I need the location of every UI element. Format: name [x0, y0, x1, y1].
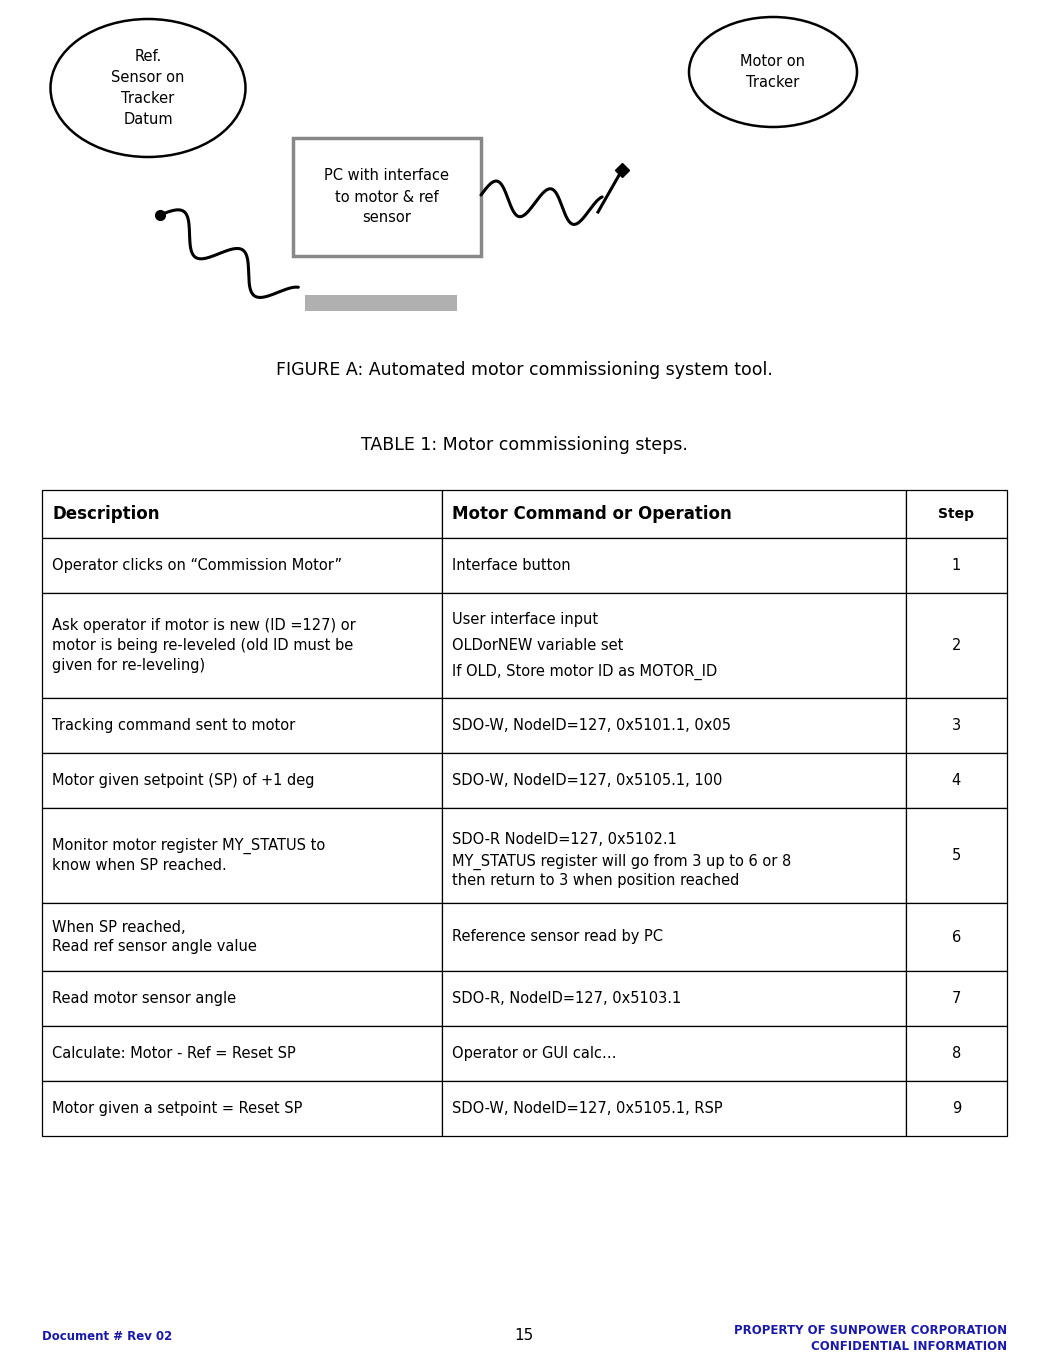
Text: know when SP reached.: know when SP reached. [52, 858, 227, 873]
Text: Tracking command sent to motor: Tracking command sent to motor [52, 718, 295, 733]
Text: 6: 6 [951, 929, 961, 944]
Bar [42, 490, 443, 538]
Bar [42, 971, 443, 1026]
Bar [443, 903, 905, 971]
Bar [443, 1081, 905, 1136]
Text: Document # Rev 02: Document # Rev 02 [42, 1329, 172, 1342]
Text: Monitor motor register MY_STATUS to: Monitor motor register MY_STATUS to [52, 837, 325, 853]
Text: Operator clicks on “Commission Motor”: Operator clicks on “Commission Motor” [52, 558, 342, 573]
Text: 2: 2 [951, 638, 961, 653]
Text: When SP reached,: When SP reached, [52, 919, 186, 934]
Text: Motor on
Tracker: Motor on Tracker [741, 54, 806, 91]
Bar [905, 593, 1007, 698]
Bar [905, 1026, 1007, 1081]
Text: motor is being re-leveled (old ID must be: motor is being re-leveled (old ID must b… [52, 638, 354, 653]
Text: Ask operator if motor is new (ID =127) or: Ask operator if motor is new (ID =127) o… [52, 617, 356, 632]
Text: SDO-W, NodeID=127, 0x5105.1, RSP: SDO-W, NodeID=127, 0x5105.1, RSP [452, 1100, 723, 1115]
Text: 9: 9 [951, 1100, 961, 1115]
Bar [293, 139, 481, 257]
Text: Calculate: Motor - Ref = Reset SP: Calculate: Motor - Ref = Reset SP [52, 1045, 296, 1061]
Bar [905, 490, 1007, 538]
Bar [42, 698, 443, 753]
Text: PC with interface
to motor & ref
sensor: PC with interface to motor & ref sensor [324, 169, 450, 225]
Bar [42, 1081, 443, 1136]
Bar [905, 753, 1007, 808]
Bar [443, 1026, 905, 1081]
Text: SDO-R NodeID=127, 0x5102.1: SDO-R NodeID=127, 0x5102.1 [452, 833, 678, 847]
Text: Motor given setpoint (SP) of +1 deg: Motor given setpoint (SP) of +1 deg [52, 772, 315, 788]
Bar [443, 753, 905, 808]
Text: Ref.
Sensor on
Tracker
Datum: Ref. Sensor on Tracker Datum [111, 49, 185, 128]
Bar [443, 593, 905, 698]
Bar [443, 490, 905, 538]
Text: OLDorNEW variable set: OLDorNEW variable set [452, 638, 624, 653]
Text: given for re-leveling): given for re-leveling) [52, 659, 206, 674]
Text: Motor Command or Operation: Motor Command or Operation [452, 505, 732, 523]
Bar [42, 538, 443, 593]
Bar [443, 698, 905, 753]
Text: 15: 15 [514, 1328, 534, 1343]
Text: SDO-R, NodeID=127, 0x5103.1: SDO-R, NodeID=127, 0x5103.1 [452, 991, 682, 1006]
Bar [42, 1026, 443, 1081]
Text: TABLE 1: Motor commissioning steps.: TABLE 1: Motor commissioning steps. [361, 436, 687, 454]
Text: Description: Description [52, 505, 159, 523]
Bar [905, 808, 1007, 903]
Bar [905, 538, 1007, 593]
Text: User interface input: User interface input [452, 612, 599, 627]
Text: Read ref sensor angle value: Read ref sensor angle value [52, 940, 257, 955]
Text: MY_STATUS register will go from 3 up to 6 or 8: MY_STATUS register will go from 3 up to … [452, 855, 792, 870]
Bar [443, 971, 905, 1026]
Bar [905, 1081, 1007, 1136]
Bar [42, 903, 443, 971]
Text: Operator or GUI calc…: Operator or GUI calc… [452, 1045, 617, 1061]
Text: 4: 4 [951, 772, 961, 788]
Bar [905, 903, 1007, 971]
Text: FIGURE A: Automated motor commissioning system tool.: FIGURE A: Automated motor commissioning … [276, 361, 772, 379]
Bar [42, 593, 443, 698]
Bar [443, 538, 905, 593]
Text: Read motor sensor angle: Read motor sensor angle [52, 991, 236, 1006]
Text: 7: 7 [951, 991, 961, 1006]
Bar [42, 808, 443, 903]
Bar [905, 971, 1007, 1026]
Text: SDO-W, NodeID=127, 0x5101.1, 0x05: SDO-W, NodeID=127, 0x5101.1, 0x05 [452, 718, 731, 733]
Text: Interface button: Interface button [452, 558, 571, 573]
Bar [905, 698, 1007, 753]
Text: If OLD, Store motor ID as MOTOR_ID: If OLD, Store motor ID as MOTOR_ID [452, 664, 718, 681]
Text: CONFIDENTIAL INFORMATION: CONFIDENTIAL INFORMATION [811, 1339, 1007, 1353]
Text: PROPERTY OF SUNPOWER CORPORATION: PROPERTY OF SUNPOWER CORPORATION [734, 1324, 1007, 1336]
Bar [305, 295, 457, 311]
Text: then return to 3 when position reached: then return to 3 when position reached [452, 873, 740, 888]
Text: 5: 5 [951, 848, 961, 863]
Text: Reference sensor read by PC: Reference sensor read by PC [452, 929, 663, 944]
Text: 3: 3 [951, 718, 961, 733]
Text: Step: Step [939, 508, 975, 521]
Text: 1: 1 [951, 558, 961, 573]
Text: Motor given a setpoint = Reset SP: Motor given a setpoint = Reset SP [52, 1100, 302, 1115]
Text: SDO-W, NodeID=127, 0x5105.1, 100: SDO-W, NodeID=127, 0x5105.1, 100 [452, 772, 723, 788]
Text: 8: 8 [951, 1045, 961, 1061]
Bar [42, 753, 443, 808]
Bar [443, 808, 905, 903]
